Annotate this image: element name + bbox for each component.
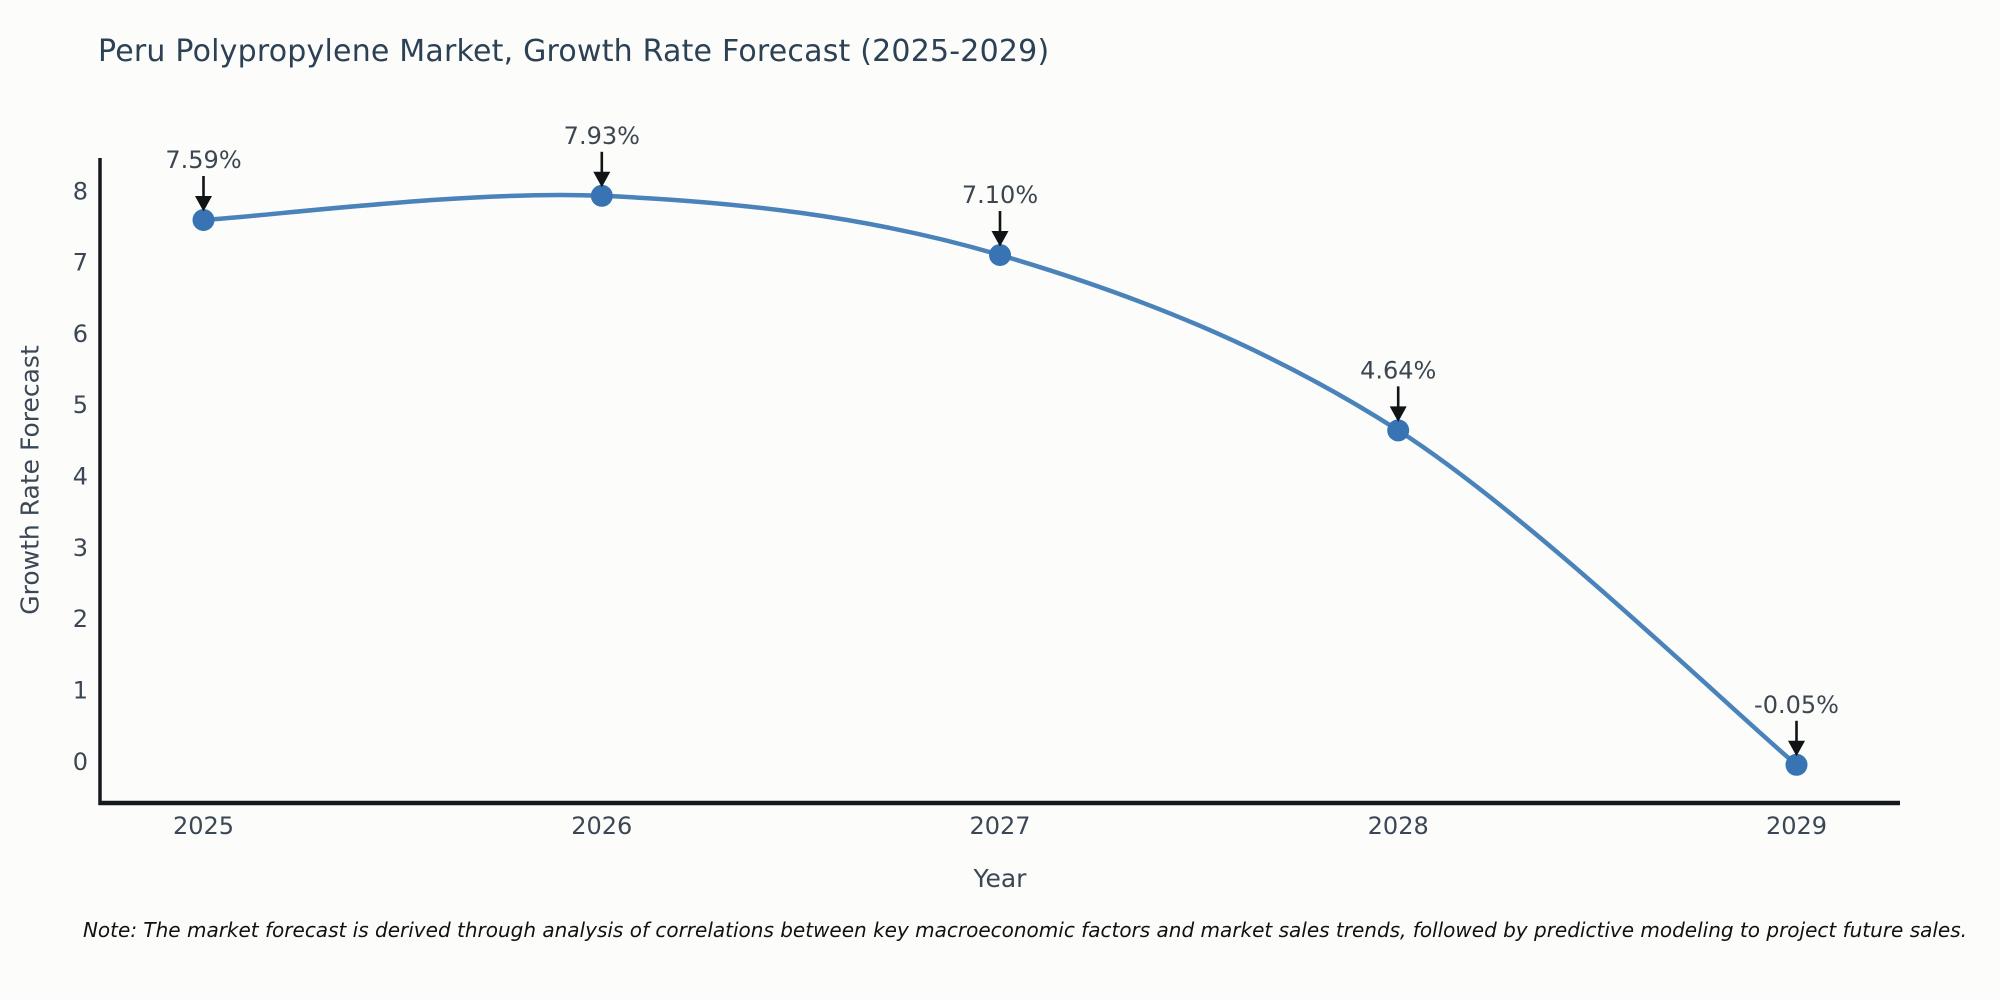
y-tick-label: 7 [73,249,88,277]
annotation-arrow-head [1788,740,1805,757]
forecast-line [201,192,1799,768]
annotation-arrow-head [195,196,212,212]
x-tick-label: 2025 [173,812,234,840]
x-axis-title: Year [973,864,1027,893]
point-value-label: 7.93% [564,122,640,150]
data-point-2027 [989,244,1011,266]
y-tick-label: 4 [73,463,88,491]
x-tick-label: 2027 [969,812,1030,840]
data-point-2025 [192,209,215,231]
x-tick-label: 2029 [1766,812,1827,840]
y-tick-label: 5 [73,391,88,419]
y-tick-label: 0 [73,748,88,776]
y-tick-label: 2 [73,605,88,633]
data-point-2029 [1785,753,1808,776]
point-value-label: 7.10% [962,181,1038,209]
footnote: Note: The market forecast is derived thr… [82,918,1968,942]
point-value-label: -0.05% [1754,691,1839,719]
point-value-label: 7.59% [165,146,241,174]
annotation-arrow-head [1389,406,1407,422]
chart-title: Peru Polypropylene Market, Growth Rate F… [98,34,1050,69]
x-tick-label: 2028 [1368,812,1429,840]
y-tick-label: 3 [73,534,88,562]
x-tick-label: 2026 [571,812,632,840]
y-tick-label: 6 [73,320,88,348]
annotation-arrow-head [991,231,1009,247]
y-tick-label: 1 [73,677,88,705]
y-tick-label: 8 [73,177,88,205]
point-value-label: 4.64% [1360,356,1436,384]
data-point-2028 [1387,419,1410,442]
data-point-2026 [590,184,613,207]
annotation-arrow-head [593,171,611,188]
